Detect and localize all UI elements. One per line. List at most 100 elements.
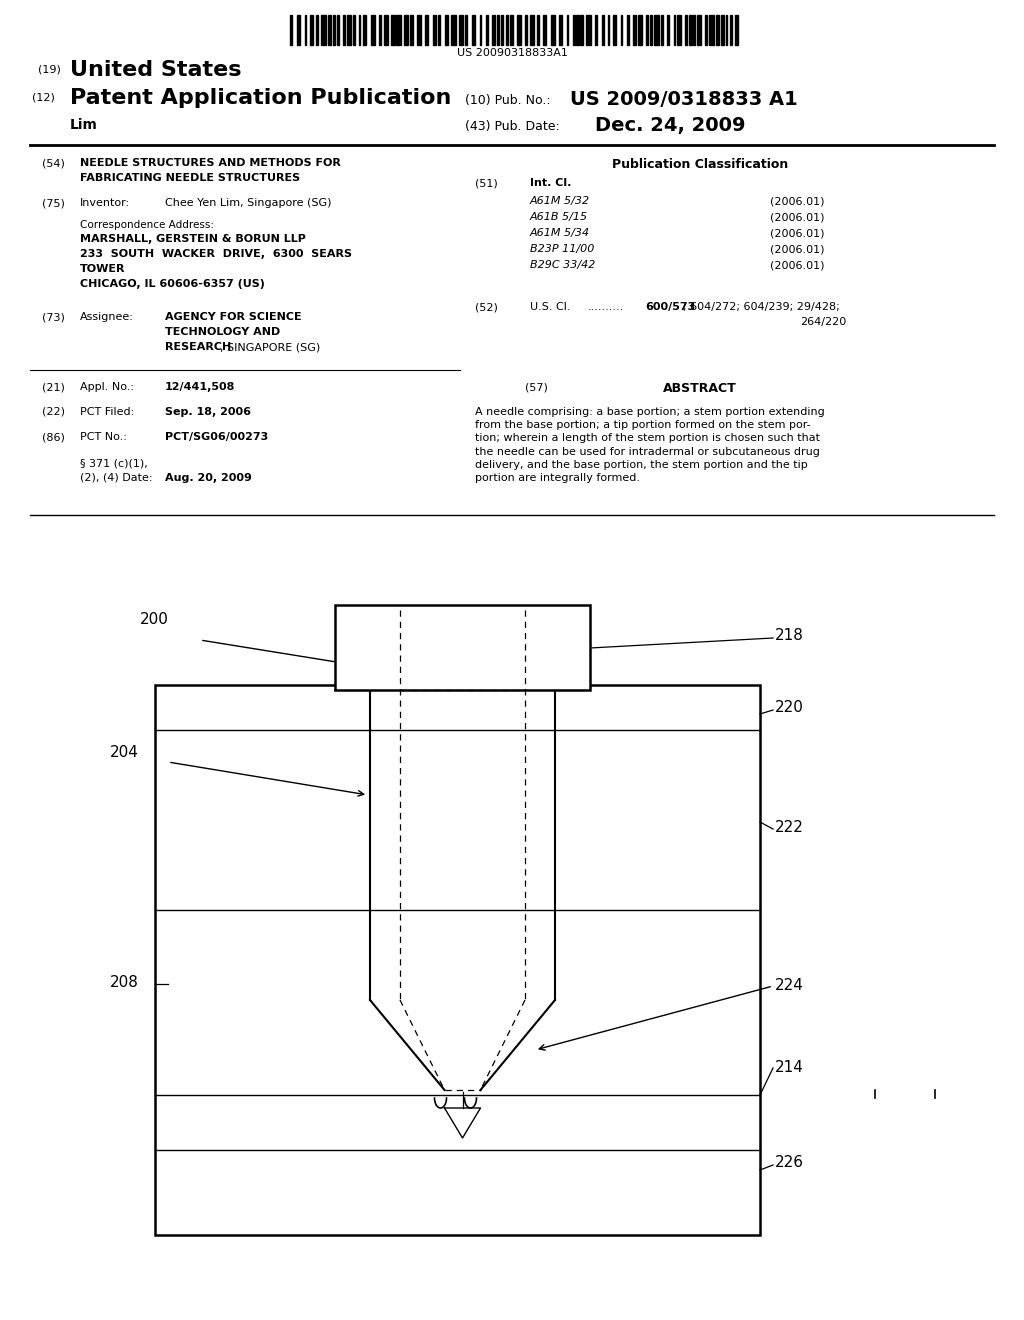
Bar — [472, 15, 475, 45]
Bar — [607, 15, 609, 45]
Text: CHICAGO, IL 60606-6357 (US): CHICAGO, IL 60606-6357 (US) — [80, 279, 265, 289]
Text: (2), (4) Date:: (2), (4) Date: — [80, 473, 153, 483]
Text: Assignee:: Assignee: — [80, 312, 134, 322]
Bar — [586, 15, 591, 45]
Text: 600/573: 600/573 — [645, 302, 695, 312]
Bar — [510, 15, 513, 45]
Bar — [649, 15, 652, 45]
Bar — [290, 15, 292, 45]
Bar — [465, 15, 467, 45]
Text: Patent Application Publication: Patent Application Publication — [70, 88, 452, 108]
Bar — [566, 15, 568, 45]
Text: PCT Filed:: PCT Filed: — [80, 407, 134, 417]
Bar — [362, 15, 367, 45]
Bar — [379, 15, 381, 45]
Text: Chee Yen Lim, Singapore (SG): Chee Yen Lim, Singapore (SG) — [165, 198, 332, 209]
Text: TOWER: TOWER — [80, 264, 126, 275]
Bar — [662, 15, 664, 45]
Bar — [396, 15, 400, 45]
Text: (86): (86) — [42, 432, 65, 442]
Bar — [595, 15, 597, 45]
Bar — [559, 15, 562, 45]
Bar — [581, 15, 583, 45]
Text: Dec. 24, 2009: Dec. 24, 2009 — [595, 116, 745, 135]
Bar — [697, 15, 700, 45]
Text: A61M 5/32: A61M 5/32 — [530, 195, 590, 206]
Bar — [404, 15, 408, 45]
Bar — [577, 15, 579, 45]
Bar — [417, 15, 421, 45]
Text: B23P 11/00: B23P 11/00 — [530, 244, 594, 253]
Text: RESEARCH: RESEARCH — [165, 342, 231, 352]
Text: 220: 220 — [775, 700, 804, 715]
Text: (19): (19) — [38, 65, 60, 75]
Text: MARSHALL, GERSTEIN & BORUN LLP: MARSHALL, GERSTEIN & BORUN LLP — [80, 234, 306, 244]
Bar — [633, 15, 636, 45]
Bar — [328, 15, 331, 45]
Bar — [391, 15, 394, 45]
Text: (2006.01): (2006.01) — [770, 195, 824, 206]
Bar — [335, 605, 590, 690]
Bar — [517, 15, 521, 45]
Bar — [486, 15, 488, 45]
Text: 226: 226 — [775, 1155, 804, 1170]
Text: (73): (73) — [42, 312, 65, 322]
Bar — [678, 15, 681, 45]
Bar — [432, 15, 436, 45]
Text: TECHNOLOGY AND: TECHNOLOGY AND — [165, 327, 281, 337]
Text: PCT No.:: PCT No.: — [80, 432, 127, 442]
Bar — [333, 15, 336, 45]
Text: (2006.01): (2006.01) — [770, 260, 824, 271]
Bar — [310, 15, 313, 45]
Bar — [353, 15, 355, 45]
Text: PCT/SG06/00273: PCT/SG06/00273 — [165, 432, 268, 442]
Text: 208: 208 — [110, 975, 139, 990]
Bar — [444, 15, 447, 45]
Text: ; 604/272; 604/239; 29/428;: ; 604/272; 604/239; 29/428; — [683, 302, 840, 312]
Bar — [452, 15, 456, 45]
Bar — [337, 15, 339, 45]
Bar — [551, 15, 555, 45]
Bar — [638, 15, 642, 45]
Bar — [384, 15, 388, 45]
Text: (51): (51) — [475, 178, 498, 187]
Text: (54): (54) — [42, 158, 65, 168]
Text: FABRICATING NEEDLE STRUCTURES: FABRICATING NEEDLE STRUCTURES — [80, 173, 300, 183]
Text: ABSTRACT: ABSTRACT — [664, 381, 737, 395]
Text: (10) Pub. No.:: (10) Pub. No.: — [465, 94, 551, 107]
Bar — [460, 15, 463, 45]
Bar — [735, 15, 737, 45]
Text: (21): (21) — [42, 381, 65, 392]
Bar — [667, 15, 669, 45]
Text: B29C 33/42: B29C 33/42 — [530, 260, 595, 271]
Bar — [693, 15, 695, 45]
Text: (2006.01): (2006.01) — [770, 228, 824, 238]
Bar — [721, 15, 724, 45]
Bar — [524, 15, 527, 45]
Bar — [343, 15, 344, 45]
Text: Inventor:: Inventor: — [80, 198, 130, 209]
Text: A61M 5/34: A61M 5/34 — [530, 228, 590, 238]
Text: (43) Pub. Date:: (43) Pub. Date: — [465, 120, 560, 133]
Text: Int. Cl.: Int. Cl. — [530, 178, 571, 187]
Text: Appl. No.:: Appl. No.: — [80, 381, 134, 392]
Bar — [501, 15, 503, 45]
Bar — [685, 15, 687, 45]
Bar — [726, 15, 727, 45]
Text: ..........: .......... — [588, 302, 625, 312]
Text: US 20090318833A1: US 20090318833A1 — [457, 48, 567, 58]
Text: 233  SOUTH  WACKER  DRIVE,  6300  SEARS: 233 SOUTH WACKER DRIVE, 6300 SEARS — [80, 249, 352, 259]
Text: 12/441,508: 12/441,508 — [165, 381, 236, 392]
Text: Correspondence Address:: Correspondence Address: — [80, 220, 214, 230]
Bar — [689, 15, 691, 45]
Text: A61B 5/15: A61B 5/15 — [530, 213, 588, 222]
Bar — [716, 15, 719, 45]
Text: (2006.01): (2006.01) — [770, 244, 824, 253]
Bar — [492, 15, 496, 45]
Text: United States: United States — [70, 59, 242, 81]
Text: (52): (52) — [475, 302, 498, 312]
Bar — [706, 15, 707, 45]
Text: 222: 222 — [775, 820, 804, 836]
Text: Sep. 18, 2006: Sep. 18, 2006 — [165, 407, 251, 417]
Bar — [730, 15, 732, 45]
